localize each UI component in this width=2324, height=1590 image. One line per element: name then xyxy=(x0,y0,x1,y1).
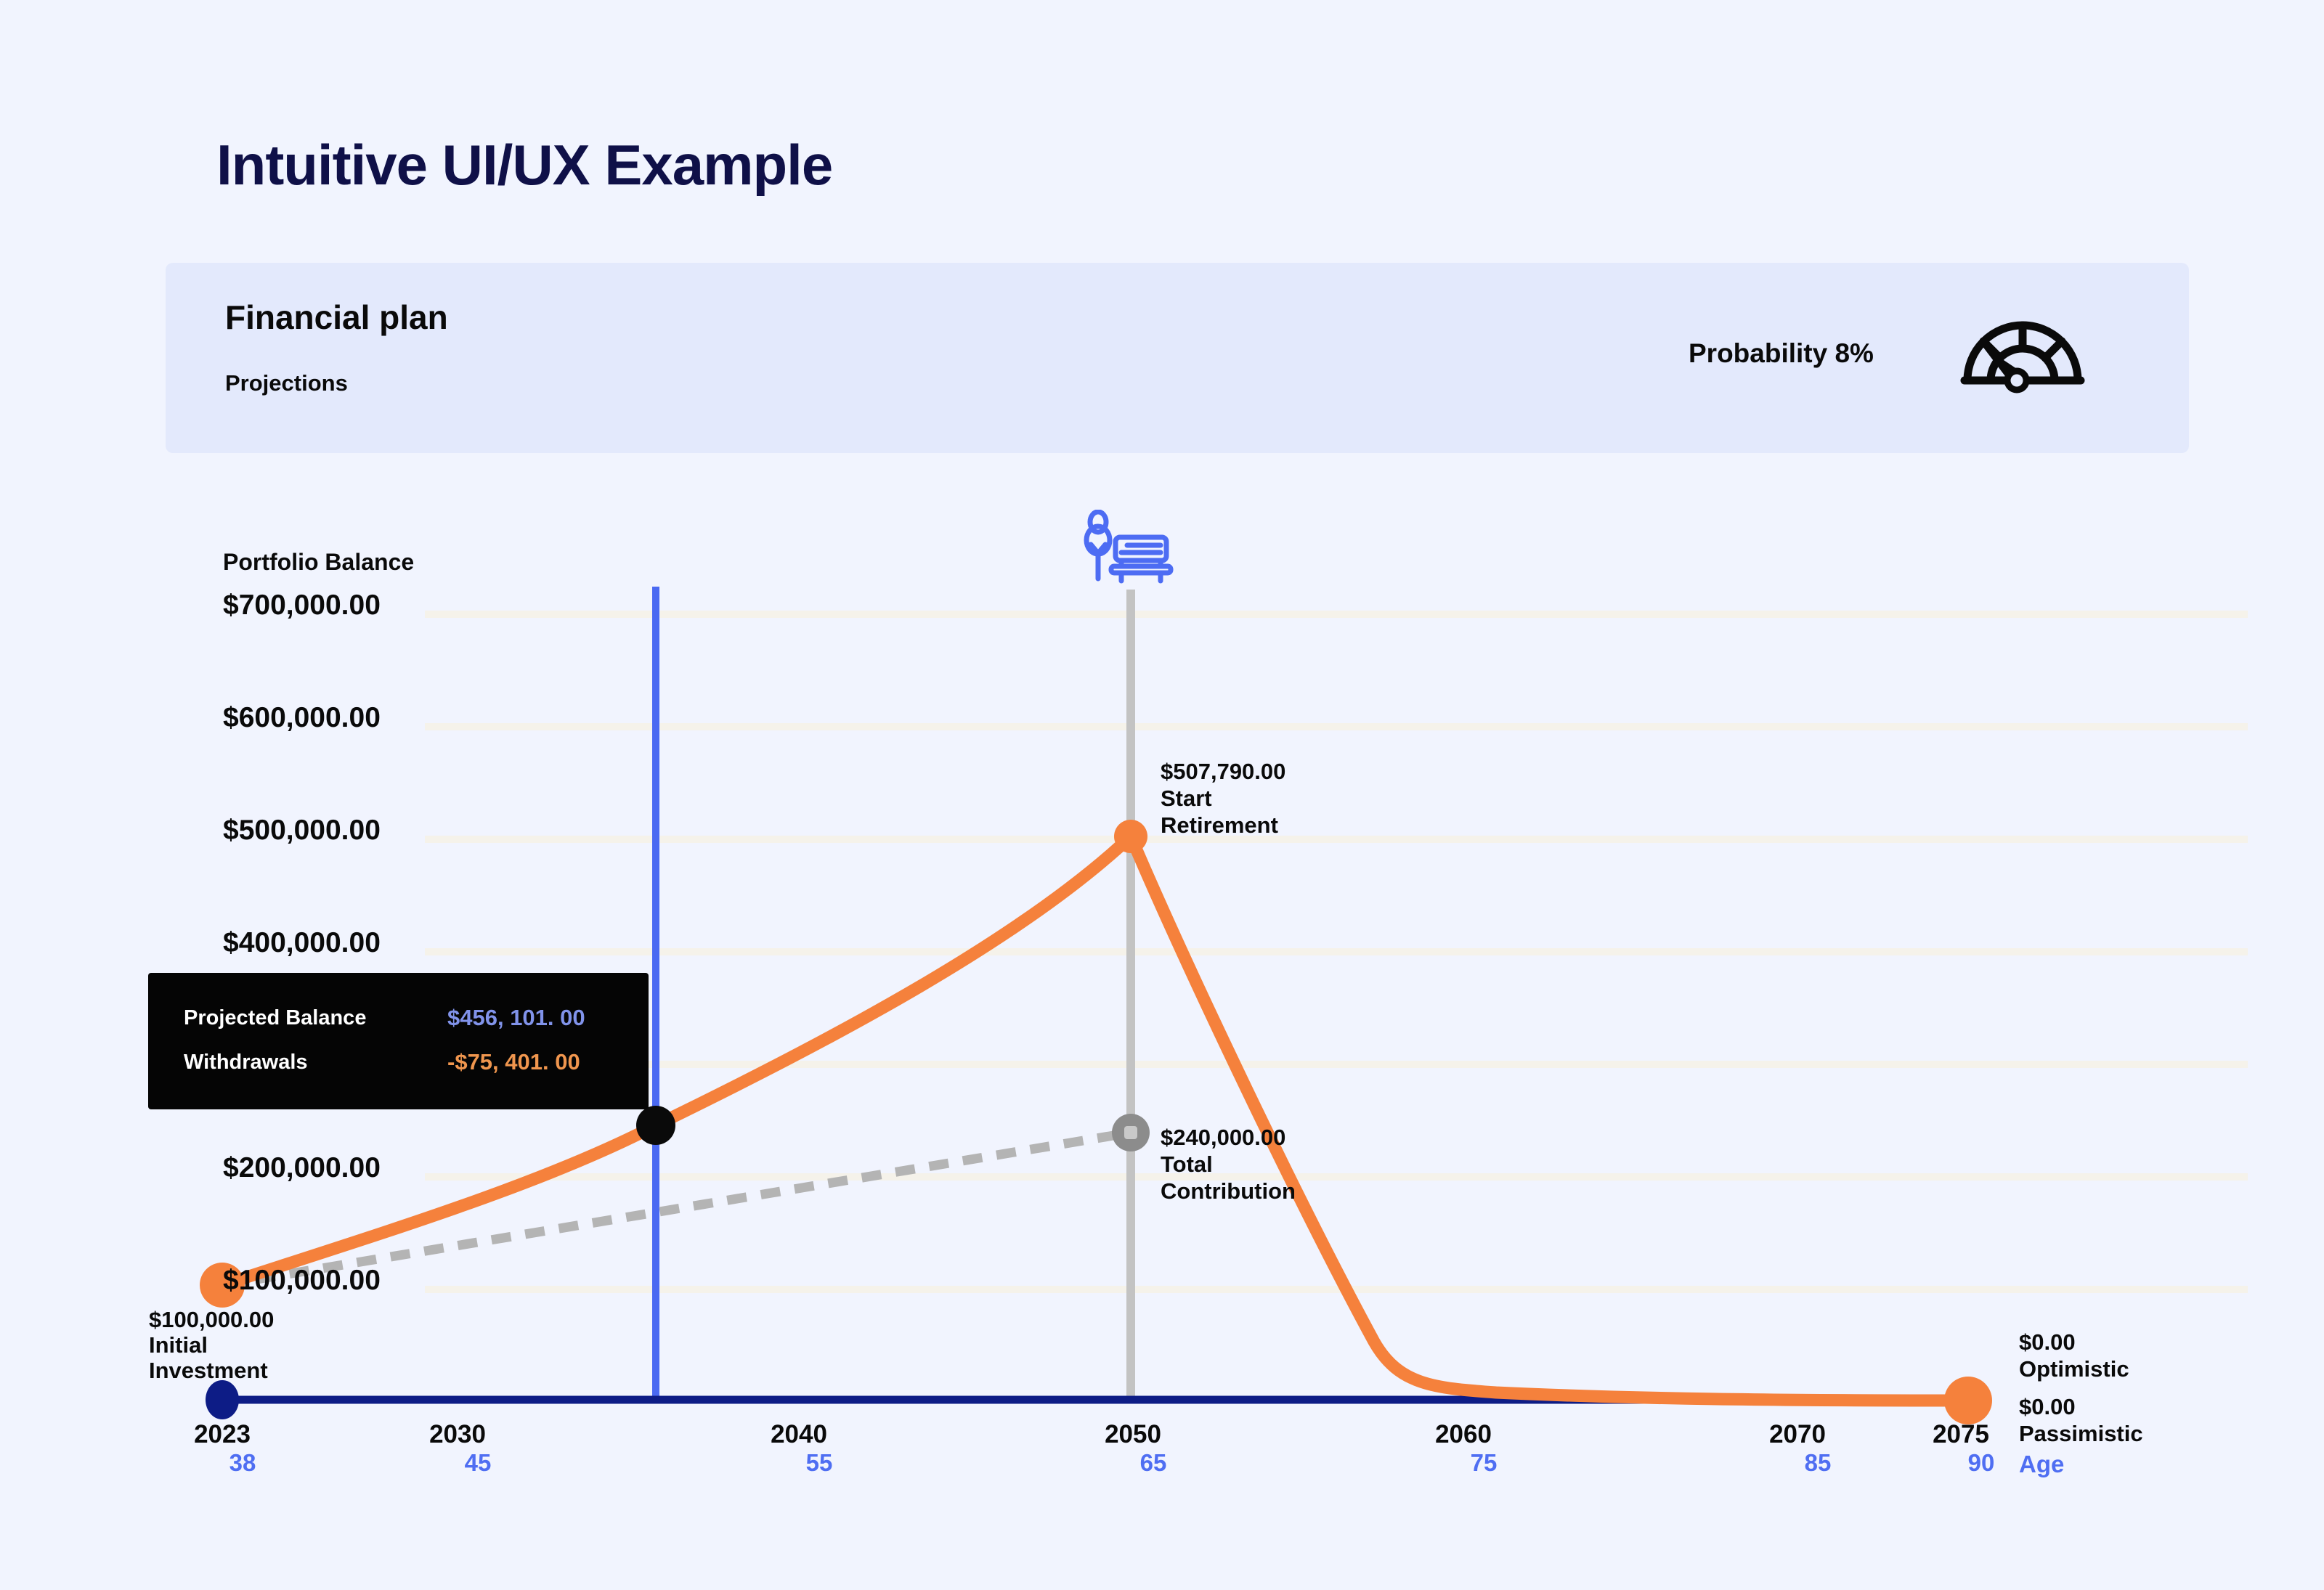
age-tick-55: 55 xyxy=(805,1449,833,1476)
annotation-retirement-value: $507,790.00 xyxy=(1161,759,1286,784)
park-bench-icon xyxy=(1084,510,1174,584)
page-title: Intuitive UI/UX Example xyxy=(216,133,833,197)
annotation-total-contribution: $240,000.00 Total Contribution xyxy=(1161,1124,1296,1204)
contribution-dashed-line xyxy=(221,1128,1132,1290)
x-tick-2060: 2060 xyxy=(1435,1420,1492,1448)
annotation-optimistic: $0.00 Optimistic xyxy=(2019,1329,2129,1382)
y-label-200k: $200,000.00 xyxy=(223,1152,381,1183)
age-tick-45: 45 xyxy=(464,1449,492,1476)
start-retirement-dot xyxy=(1114,820,1147,853)
gauge-spoke-left xyxy=(1979,337,2004,362)
gauge-hub xyxy=(2004,367,2030,394)
tooltip-withdrawals-label: Withdrawals xyxy=(184,1050,308,1074)
age-axis-label: Age xyxy=(2019,1451,2065,1477)
y-label-500k: $500,000.00 xyxy=(223,815,381,846)
banner-title: Financial plan xyxy=(225,298,448,336)
y-label-700k: $700,000.00 xyxy=(223,590,381,621)
initial-investment-dot xyxy=(200,1263,245,1308)
axis-start-dot xyxy=(206,1380,239,1419)
age-tick-38: 38 xyxy=(229,1449,256,1476)
total-contribution-dot-center xyxy=(1124,1126,1137,1139)
financial-plan-banner: Financial plan Projections Probability 8… xyxy=(166,263,2189,453)
end-dot xyxy=(1944,1377,1992,1424)
tree-top xyxy=(1087,510,1109,535)
annotation-contribution-word1: Total xyxy=(1161,1151,1213,1177)
x-tick-2075: 2075 xyxy=(1933,1420,1989,1448)
age-tick-85: 85 xyxy=(1804,1449,1832,1476)
age-tick-65: 65 xyxy=(1139,1449,1167,1476)
x-tick-2040: 2040 xyxy=(771,1420,827,1448)
y-axis-title: Portfolio Balance xyxy=(223,549,415,575)
bench-backrest xyxy=(1113,534,1169,563)
banner-subtitle: Projections xyxy=(225,370,348,396)
y-label-400k: $400,000.00 xyxy=(223,927,381,958)
x-tick-2050: 2050 xyxy=(1105,1420,1161,1448)
annotation-passimistic-word: Passimistic xyxy=(2019,1421,2143,1446)
hover-point-dot[interactable] xyxy=(636,1106,675,1145)
hover-tooltip: Projected Balance $456, 101. 00 Withdraw… xyxy=(148,973,649,1109)
y-label-600k: $600,000.00 xyxy=(223,702,381,733)
x-tick-2023: 2023 xyxy=(194,1420,251,1448)
gauge-icon xyxy=(1960,321,2085,394)
annotation-passimistic: $0.00 Passimistic xyxy=(2019,1393,2143,1447)
annotation-initial-word1: Initial xyxy=(149,1332,208,1358)
annotation-initial-investment: $100,000.00 Initial Investment xyxy=(149,1307,274,1383)
age-tick-75: 75 xyxy=(1470,1449,1498,1476)
annotation-passimistic-value: $0.00 xyxy=(2019,1394,2076,1419)
y-label-100k: $100,000.00 xyxy=(223,1265,381,1296)
gauge-spoke-right xyxy=(2041,337,2066,362)
age-tick-90: 90 xyxy=(1967,1449,1995,1476)
gridlines xyxy=(425,611,2248,1293)
annotation-contribution-word2: Contribution xyxy=(1161,1178,1296,1204)
tooltip-balance-label: Projected Balance xyxy=(184,1006,367,1030)
annotation-start-retirement: $507,790.00 Start Retirement xyxy=(1161,758,1285,839)
annotation-optimistic-word: Optimistic xyxy=(2019,1356,2129,1382)
tree-branches xyxy=(1088,542,1108,556)
tooltip-withdrawals-value: -$75, 401. 00 xyxy=(447,1049,580,1075)
projection-curve xyxy=(216,825,1975,1407)
annotation-retirement-word2: Retirement xyxy=(1161,812,1278,838)
x-tick-2030: 2030 xyxy=(429,1420,486,1448)
probability-label: Probability 8% xyxy=(1689,338,1874,368)
tooltip-balance-value: $456, 101. 00 xyxy=(447,1005,585,1030)
annotation-initial-word2: Investment xyxy=(149,1358,268,1383)
annotation-optimistic-value: $0.00 xyxy=(2019,1329,2076,1355)
annotation-contribution-value: $240,000.00 xyxy=(1161,1125,1286,1150)
annotation-retirement-word1: Start xyxy=(1161,786,1212,811)
bench-seat xyxy=(1108,563,1174,576)
annotation-initial-value: $100,000.00 xyxy=(149,1307,275,1332)
x-tick-2070: 2070 xyxy=(1769,1420,1826,1448)
